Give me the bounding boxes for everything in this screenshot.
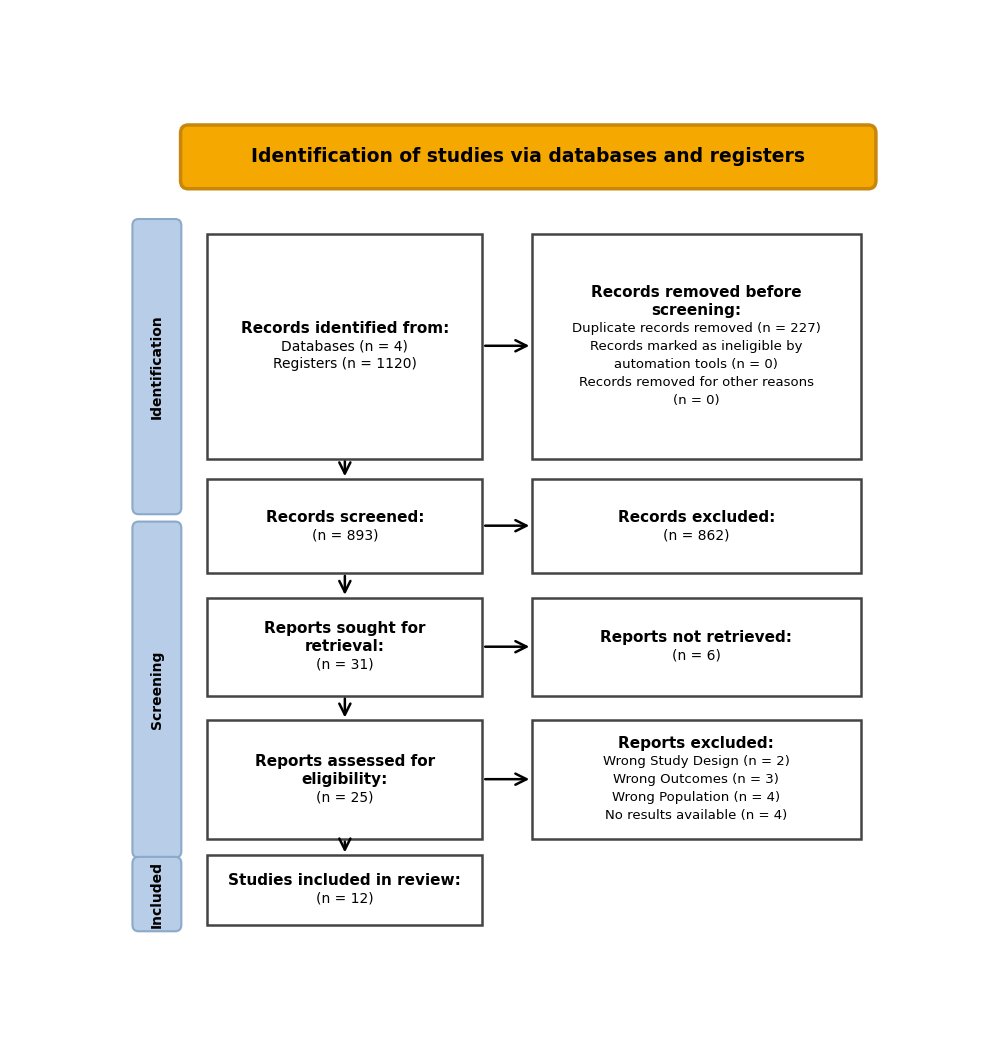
FancyBboxPatch shape xyxy=(132,219,181,514)
Text: Registers (n = 1120): Registers (n = 1120) xyxy=(273,357,417,372)
Text: Wrong Outcomes (n = 3): Wrong Outcomes (n = 3) xyxy=(613,773,779,786)
Text: Reports sought for: Reports sought for xyxy=(264,621,426,636)
Text: Wrong Population (n = 4): Wrong Population (n = 4) xyxy=(612,791,781,804)
Text: Reports excluded:: Reports excluded: xyxy=(618,736,774,751)
Text: Studies included in review:: Studies included in review: xyxy=(229,873,461,889)
Text: retrieval:: retrieval: xyxy=(305,639,385,654)
Text: Records identified from:: Records identified from: xyxy=(241,321,449,336)
Text: No results available (n = 4): No results available (n = 4) xyxy=(605,809,788,822)
Text: (n = 0): (n = 0) xyxy=(673,394,720,407)
FancyBboxPatch shape xyxy=(207,598,482,696)
Text: Included: Included xyxy=(150,860,164,927)
FancyBboxPatch shape xyxy=(532,234,861,459)
Text: screening:: screening: xyxy=(652,303,741,318)
Text: Records screened:: Records screened: xyxy=(265,510,424,525)
FancyBboxPatch shape xyxy=(132,857,181,931)
Text: Reports not retrieved:: Reports not retrieved: xyxy=(600,630,793,646)
FancyBboxPatch shape xyxy=(532,720,861,839)
Text: Wrong Study Design (n = 2): Wrong Study Design (n = 2) xyxy=(602,755,790,768)
Text: Identification: Identification xyxy=(150,314,164,419)
Text: Reports assessed for: Reports assessed for xyxy=(254,754,435,769)
Text: Screening: Screening xyxy=(150,650,164,729)
FancyBboxPatch shape xyxy=(207,479,482,573)
Text: (n = 12): (n = 12) xyxy=(317,892,374,906)
Text: Records removed before: Records removed before xyxy=(591,285,802,299)
FancyBboxPatch shape xyxy=(132,521,181,858)
Text: (n = 31): (n = 31) xyxy=(317,657,374,671)
Text: Duplicate records removed (n = 227): Duplicate records removed (n = 227) xyxy=(572,322,820,335)
Text: (n = 862): (n = 862) xyxy=(664,528,730,542)
Text: (n = 6): (n = 6) xyxy=(671,649,721,663)
Text: Identification of studies via databases and registers: Identification of studies via databases … xyxy=(251,148,806,167)
FancyBboxPatch shape xyxy=(207,855,482,925)
FancyBboxPatch shape xyxy=(532,598,861,696)
Text: Records marked as ineligible by: Records marked as ineligible by xyxy=(590,340,803,353)
Text: automation tools (n = 0): automation tools (n = 0) xyxy=(614,358,778,371)
Text: Records removed for other reasons: Records removed for other reasons xyxy=(579,376,813,389)
Text: (n = 25): (n = 25) xyxy=(317,790,374,805)
Text: (n = 893): (n = 893) xyxy=(312,528,378,542)
Text: eligibility:: eligibility: xyxy=(302,772,388,787)
Text: Records excluded:: Records excluded: xyxy=(617,510,775,525)
FancyBboxPatch shape xyxy=(207,720,482,839)
Text: Databases (n = 4): Databases (n = 4) xyxy=(281,339,408,354)
FancyBboxPatch shape xyxy=(180,125,876,189)
FancyBboxPatch shape xyxy=(207,234,482,459)
FancyBboxPatch shape xyxy=(532,479,861,573)
